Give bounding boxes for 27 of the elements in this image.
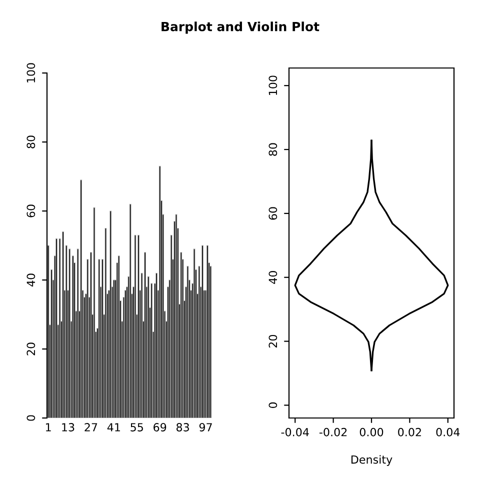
y-tick-label: 60 bbox=[26, 204, 36, 218]
y-tick-label: 20 bbox=[268, 334, 278, 348]
y-tick-label: 40 bbox=[26, 274, 36, 287]
x-tick-label: 41 bbox=[107, 423, 120, 432]
x-tick-label: 69 bbox=[154, 423, 166, 432]
text: Barplot and Violin Plot bbox=[162, 22, 320, 34]
y-tick-label: 100 bbox=[26, 63, 36, 82]
y-tick-label: 80 bbox=[268, 143, 278, 156]
x-tick-label: 0.02 bbox=[398, 428, 421, 436]
y-tick-label: 0 bbox=[268, 402, 278, 408]
y-tick-label: 60 bbox=[268, 207, 278, 220]
x-tick-label: 55 bbox=[130, 423, 143, 432]
y-tick-label: 100 bbox=[268, 76, 278, 95]
y-tick-label: 40 bbox=[268, 271, 278, 284]
y-tick-label: 80 bbox=[26, 136, 36, 148]
x-tick-label: -0.04 bbox=[281, 428, 309, 436]
x-tick-label: 0.00 bbox=[360, 428, 384, 436]
x-tick-label: 13 bbox=[62, 423, 74, 432]
x-tick-label: -0.02 bbox=[319, 428, 347, 436]
x-tick-label: 97 bbox=[199, 423, 212, 432]
y-tick-label: 20 bbox=[26, 342, 36, 356]
x-axis-title: Density bbox=[351, 455, 392, 466]
x-tick-label: 0.04 bbox=[436, 428, 460, 436]
x-tick-label: 1 bbox=[46, 423, 51, 432]
x-tick-label: 83 bbox=[176, 423, 189, 432]
y-tick-label: 0 bbox=[26, 415, 36, 421]
x-tick-label: 27 bbox=[84, 423, 98, 432]
